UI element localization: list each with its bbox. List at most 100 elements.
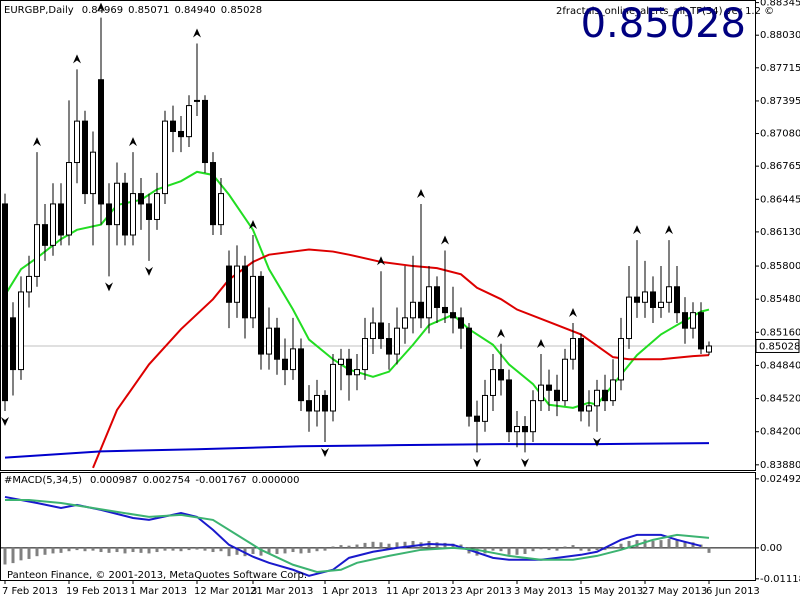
indicator-name: 2fractals_online_alerts_all_TF(54) ver 1… (556, 6, 774, 17)
histogram-bar (651, 540, 655, 548)
candle-body (74, 120, 80, 164)
candles (1, 2, 712, 468)
histogram-bar (515, 547, 519, 555)
histogram-bar (619, 543, 623, 548)
fractal-up (193, 28, 201, 38)
histogram-bar (107, 547, 111, 553)
candle-body (330, 363, 336, 412)
header-value: 0.85028 (221, 5, 262, 16)
candle-body (458, 317, 464, 329)
candle-body (42, 224, 48, 246)
candle-body (122, 182, 128, 236)
candle-body (642, 291, 648, 303)
candle-body (634, 296, 640, 303)
price-box-label: 0.85028 (759, 341, 800, 352)
histogram-bar (227, 547, 231, 557)
y-tick-label: 0.85800 (760, 261, 800, 272)
y-tick-label: 0.88030 (760, 30, 800, 41)
histogram-bar (355, 544, 359, 548)
candle-body (442, 306, 448, 314)
histogram-bar (603, 547, 607, 551)
candle-body (394, 327, 400, 355)
window-title: #MACD(5,34,5) (4, 475, 82, 486)
candle-body (570, 338, 576, 360)
candle-body (562, 358, 568, 402)
candle-body (426, 286, 432, 319)
candle-body (146, 203, 152, 220)
histogram-bar (643, 539, 647, 548)
candle-body (362, 338, 368, 371)
window-header: #MACD(5,34,5) 0.000987 0.002754 -0.001767 0.… (4, 475, 299, 486)
window-header: EURGBP,Daily 0.84969 0.85071 0.84940 0.85028 (4, 5, 262, 16)
candle-body (98, 79, 104, 205)
y-tick-label: 0.84520 (760, 394, 800, 405)
candle-body (554, 389, 560, 402)
candle-body (306, 400, 312, 412)
candle-body (610, 379, 616, 402)
histogram-bar (331, 546, 335, 548)
y-tick-label: 0.88345 (760, 0, 800, 9)
candle-body (194, 99, 200, 102)
fractal-up (129, 137, 137, 147)
candle-body (338, 358, 344, 365)
fractal-down (145, 266, 153, 276)
histogram-bar (99, 547, 103, 553)
candle-body (90, 151, 96, 195)
histogram-bar (267, 547, 271, 554)
histogram-bar (219, 547, 223, 552)
candle-body (594, 389, 600, 407)
histogram-bar (531, 547, 535, 552)
histogram-bar (499, 547, 503, 552)
fractal-down (1, 416, 9, 426)
histogram-bar (83, 547, 87, 552)
fractal-up (97, 2, 105, 12)
candle-body (602, 389, 608, 402)
histogram-bar (211, 547, 215, 553)
candle-body (322, 394, 328, 412)
histogram-bar (587, 547, 591, 552)
histogram-bar (259, 547, 263, 556)
histogram-bar (339, 545, 343, 548)
fractal-up (33, 137, 41, 147)
histogram-bar (203, 547, 207, 551)
candle-body (346, 358, 352, 376)
header-value: 0.84969 (82, 5, 123, 16)
histogram-bar (139, 547, 143, 553)
histogram-bar (403, 541, 407, 548)
histogram-bar (195, 547, 199, 550)
candle-body (498, 369, 504, 381)
histogram-bar (131, 547, 135, 553)
fractal-up (569, 307, 577, 317)
histogram-bar (563, 546, 567, 548)
y-tick-label: 0.84840 (760, 360, 800, 371)
candle-body (586, 405, 592, 412)
candle-body (466, 327, 472, 417)
candle-body (522, 426, 528, 433)
histogram-bar (539, 547, 543, 550)
histogram-bar (67, 547, 71, 552)
histogram-bar (707, 547, 711, 553)
y-tick-label: 0.87080 (760, 129, 800, 140)
fractal-up (537, 339, 545, 349)
candle-body (186, 105, 192, 138)
indicator-line (4, 442, 710, 459)
histogram-bar (155, 547, 159, 553)
candle-body (2, 203, 8, 402)
candle-body (298, 348, 304, 402)
candle-body (386, 338, 392, 355)
y-tick-label: 0.86765 (760, 161, 800, 172)
fractal-down (105, 282, 113, 292)
candle-body (514, 426, 520, 433)
candle-body (274, 327, 280, 360)
candle-body (674, 286, 680, 314)
big-price: 0.85028 (581, 1, 746, 47)
footer-credit: Panteon Finance, © 2001-2013, MetaQuotes… (7, 570, 307, 581)
histogram-bar (611, 546, 615, 548)
histogram-bar (411, 540, 415, 548)
candle-body (82, 120, 88, 195)
candle-body (682, 312, 688, 329)
histogram-bar (275, 547, 279, 554)
candle-body (666, 286, 672, 303)
candle-body (546, 384, 552, 391)
